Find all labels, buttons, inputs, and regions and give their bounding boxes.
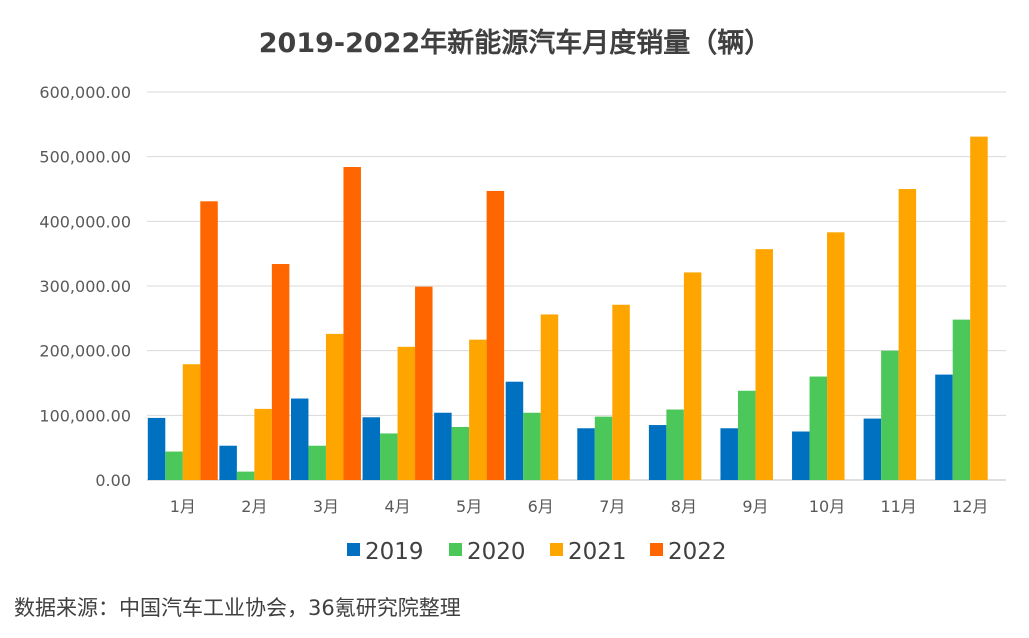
- bar-2021-6: [540, 314, 559, 480]
- chart: 2019-2022年新能源汽车月度销量（辆） 0.00 100,000.00 200…: [39, 27, 1006, 565]
- bar-2020-6: [523, 412, 541, 480]
- bar-2019-4: [362, 417, 381, 480]
- legend-label-2021: 2021: [568, 539, 627, 565]
- x-tick-label: 6月: [528, 497, 554, 516]
- bar-2022-5: [486, 190, 505, 480]
- bar-2019-2: [219, 445, 237, 480]
- bar-2022-1: [200, 201, 218, 480]
- bar-2020-7: [594, 416, 613, 480]
- x-axis: 1月 2月 3月 4月 5月 6月 7月 8月 9月 10月 11月 12月: [170, 497, 989, 516]
- y-tick-label: 600,000.00: [39, 83, 131, 102]
- bar-2020-10: [809, 376, 828, 480]
- legend-swatch-2021: [550, 543, 563, 556]
- x-tick-label: 9月: [742, 497, 768, 516]
- bar-2021-11: [898, 189, 917, 480]
- legend-label-2022: 2022: [668, 539, 727, 565]
- legend-swatch-2020: [449, 543, 462, 556]
- bar-2019-11: [863, 418, 882, 480]
- y-tick-label: 0.00: [95, 471, 131, 490]
- bar-2020-2: [236, 471, 255, 480]
- bar-2019-1: [147, 417, 166, 480]
- bar-2019-6: [505, 381, 524, 480]
- y-tick-label: 400,000.00: [39, 212, 131, 231]
- bar-2020-4: [380, 433, 398, 480]
- bar-2022-4: [415, 286, 433, 480]
- bar-2021-12: [970, 136, 988, 480]
- x-tick-label: 5月: [456, 497, 482, 516]
- bar-2019-5: [434, 412, 452, 480]
- bar-2020-5: [451, 426, 470, 480]
- source-note: 数据来源：中国汽车工业协会，36氪研究院整理: [14, 596, 461, 620]
- bar-2019-10: [792, 431, 810, 480]
- bar-2020-9: [737, 390, 756, 480]
- bars: [147, 136, 988, 480]
- x-tick-label: 11月: [880, 497, 916, 516]
- x-tick-label: 1月: [170, 497, 196, 516]
- bar-2020-12: [952, 319, 971, 480]
- x-tick-label: 10月: [809, 497, 845, 516]
- bar-2020-3: [308, 445, 326, 480]
- bar-2019-7: [577, 428, 595, 480]
- bar-2019-9: [720, 428, 738, 480]
- bar-2021-4: [397, 346, 416, 480]
- bar-2022-2: [271, 264, 290, 480]
- legend-label-2019: 2019: [365, 539, 424, 565]
- legend-label-2020: 2020: [467, 539, 526, 565]
- bar-2019-8: [648, 425, 667, 480]
- bar-2020-1: [165, 451, 183, 480]
- bar-2021-2: [254, 408, 272, 480]
- x-tick-label: 4月: [384, 497, 410, 516]
- y-tick-label: 500,000.00: [39, 148, 131, 167]
- bar-2021-10: [827, 232, 845, 480]
- legend-swatch-2019: [347, 543, 360, 556]
- x-tick-label: 12月: [952, 497, 988, 516]
- bar-2019-3: [290, 398, 309, 480]
- legend-swatch-2022: [650, 543, 663, 556]
- y-tick-label: 100,000.00: [39, 406, 131, 425]
- gridlines: [147, 91, 1006, 481]
- chart-title: 2019-2022年新能源汽车月度销量（辆）: [259, 27, 772, 59]
- bar-2020-8: [666, 409, 684, 480]
- x-tick-label: 3月: [313, 497, 339, 516]
- bar-2021-9: [755, 249, 773, 480]
- bar-2021-3: [325, 333, 344, 480]
- bar-2021-1: [182, 364, 201, 480]
- x-tick-label: 7月: [599, 497, 625, 516]
- bar-2020-11: [881, 350, 899, 480]
- bar-2021-5: [469, 339, 487, 480]
- bar-2021-8: [683, 272, 702, 480]
- x-tick-label: 2月: [241, 497, 267, 516]
- x-tick-label: 8月: [671, 497, 697, 516]
- y-tick-label: 300,000.00: [39, 277, 131, 296]
- y-axis: 0.00 100,000.00 200,000.00 300,000.00 400,00…: [39, 83, 131, 490]
- bar-2021-7: [612, 304, 630, 480]
- y-tick-label: 200,000.00: [39, 342, 131, 361]
- bar-2019-12: [935, 374, 953, 480]
- bar-2022-3: [343, 167, 361, 480]
- legend: 2019 2020 2021 2022: [347, 539, 727, 565]
